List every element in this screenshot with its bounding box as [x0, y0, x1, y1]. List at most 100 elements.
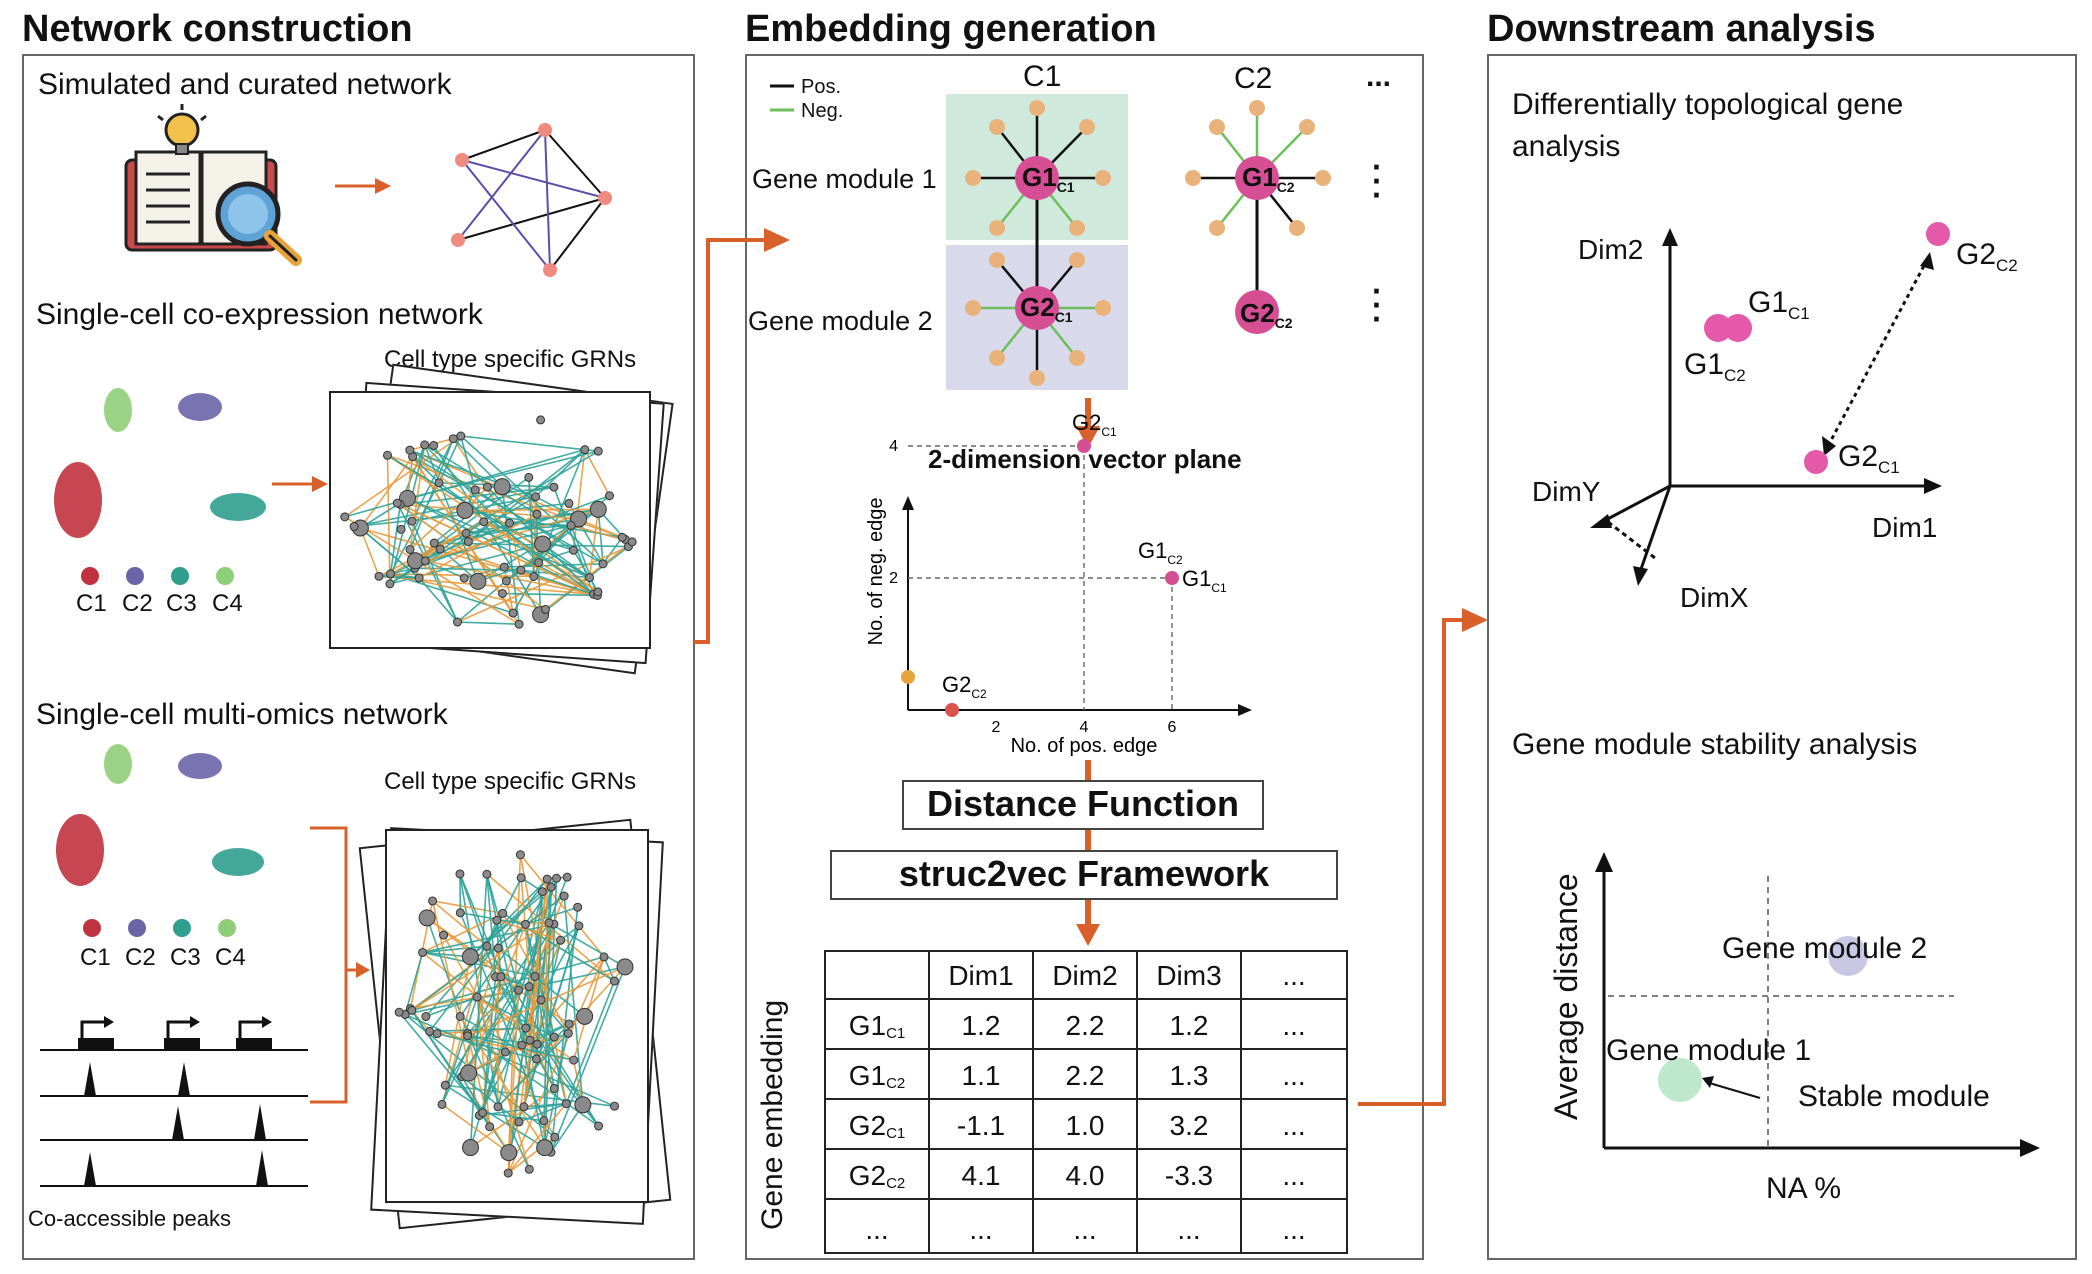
dtga-title-line1: Differentially topological gene [1512, 88, 1904, 121]
panel-network-construction [22, 54, 695, 1260]
table-header-cell: ... [1242, 952, 1346, 1000]
table-header-cell: Dim2 [1034, 952, 1138, 1000]
panel-downstream-analysis [1487, 54, 2077, 1260]
cluster-label-c2-top: C2 [122, 590, 153, 617]
table-cell: 4.0 [1034, 1150, 1138, 1200]
curated-network-label: Simulated and curated network [38, 68, 452, 101]
x-tick-label: 6 [1168, 719, 1177, 736]
panel-embedding-generation [745, 54, 1424, 1260]
table-cell: ... [1242, 1050, 1346, 1100]
hub-label-g2-c2: G2C2 [1240, 298, 1293, 332]
section-title-downstream-analysis: Downstream analysis [1487, 8, 1876, 50]
axis-label-dimx: DimX [1680, 582, 1749, 613]
grn-label-bottom: Cell type specific GRNs [384, 768, 637, 795]
book-magnifier-icon [124, 104, 302, 266]
table-cell: ... [1242, 1150, 1346, 1200]
arrow-down-to-distance [1085, 760, 1091, 782]
cluster-label-c1-bottom: C1 [80, 944, 111, 971]
peak-tracks [40, 1016, 308, 1187]
table-cell: ... [1242, 1000, 1346, 1050]
multiomics-network-label: Single-cell multi-omics network [36, 698, 448, 731]
table-cell: ... [1242, 1100, 1346, 1150]
axis-leaf-marker [901, 670, 915, 684]
section-title-network-construction: Network construction [22, 8, 413, 50]
grn-nodes [340, 415, 637, 629]
y-tick-label: 2 [889, 570, 898, 587]
umap-clusters-bottom [56, 744, 264, 886]
table-cell: 2.2 [1034, 1000, 1138, 1050]
table-header-cell [826, 952, 930, 1000]
gene-module-1-label: Gene module 1 [752, 164, 937, 194]
cluster-label-c1-top: C1 [76, 590, 107, 617]
cluster-label-c2-bottom: C2 [125, 944, 156, 971]
column-label-c1: C1 [1023, 60, 1062, 93]
stable-module-label: Stable module [1798, 1080, 1990, 1113]
hub-c2-g1 [1235, 156, 1279, 200]
bracket-arrow-multiomics [310, 826, 370, 1104]
arrow-coexpression [272, 476, 328, 492]
cluster-legend-dots-bottom [83, 919, 236, 937]
table-cell: ... [1282, 1214, 1306, 1245]
table-cell: 1.2 [930, 1000, 1034, 1050]
distance-function-box: Distance Function [902, 780, 1264, 830]
stability-ylabel: Average distance [1548, 873, 1584, 1120]
gene-embedding-label: Gene embedding [756, 999, 789, 1230]
grn-nodes [394, 850, 634, 1178]
gene-module-1-point-label: Gene module 1 [1606, 1034, 1812, 1067]
cluster-legend-dots-top [81, 567, 234, 585]
vertical-ellipsis-2: · · · [1372, 273, 1383, 337]
column-more-ellipsis: ... [1366, 60, 1392, 93]
table-cell: -3.3 [1138, 1150, 1242, 1200]
3d-embedding-axes [1590, 222, 1950, 586]
table-cell: 2.2 [1034, 1050, 1138, 1100]
star-c1-g1 [965, 100, 1111, 308]
dtga-title-line2: analysis [1512, 130, 1621, 163]
arrow-down-to-struc2vec [1085, 830, 1091, 850]
axis-label-dim1: Dim1 [1872, 512, 1938, 543]
table-cell: 1.3 [1138, 1050, 1242, 1100]
embedding-table: Dim1 Dim2 Dim3... G1 C1 1.2 2.2 1.2... G1 C2 1.1 2.… [824, 950, 1348, 1254]
table-cell: ... [930, 1200, 1034, 1252]
cluster-label-c3-bottom: C3 [170, 944, 201, 971]
axis-label-dim2: Dim2 [1578, 234, 1644, 265]
arrow-curated [335, 178, 391, 194]
hub-label-g1-c2: G1C2 [1242, 162, 1295, 196]
grn-network-bottom [385, 829, 649, 1203]
x-tick-label: 2 [992, 719, 1001, 736]
vertical-ellipsis-1: · · · [1372, 149, 1383, 213]
hub-label-g2-c1: G2C1 [1020, 292, 1073, 326]
stability-plot [1595, 852, 2040, 1157]
scatter-label-g1-c1: G1C1 [1182, 566, 1227, 595]
module-star-graphs [965, 100, 1331, 386]
arrow-down-to-table [1076, 900, 1100, 946]
x-axis-label: No. of pos. edge [1011, 735, 1158, 757]
point-label-g2-c1: G2C1 [1838, 440, 1900, 477]
table-cell: 1.0 [1034, 1100, 1138, 1150]
gene-module-2-point-label: Gene module 2 [1722, 932, 1928, 965]
table-cell: -1.1 [930, 1100, 1034, 1150]
y-axis-arrow [902, 496, 914, 510]
table-header-cell: Dim3 [1138, 952, 1242, 1000]
umap-clusters-top [54, 388, 266, 538]
edge-legend [770, 84, 794, 112]
grn-network-top [329, 391, 651, 649]
table-cell: 1.1 [930, 1050, 1034, 1100]
table-row-gene: ... [826, 1200, 930, 1252]
curated-network-graph [451, 123, 612, 277]
x-axis-arrow [1238, 704, 1252, 716]
x-tick-label: 4 [1080, 719, 1089, 736]
cluster-label-c4-top: C4 [212, 590, 243, 617]
scatter-label-g1-c2: G1C2 [1138, 538, 1183, 567]
axis-label-dimy: DimY [1532, 476, 1601, 507]
hub-c2-g2 [1235, 290, 1279, 334]
struc2vec-framework-box: struc2vec Framework [830, 850, 1338, 900]
scatter-point-g2-c1 [1077, 439, 1091, 453]
coexpression-network-label: Single-cell co-expression network [36, 298, 483, 331]
cluster-label-c4-bottom: C4 [215, 944, 246, 971]
y-axis-label: No. of neg. edge [865, 497, 887, 645]
hub-c1-g1 [1015, 156, 1059, 200]
scatter-point-g1-c2 [1165, 571, 1179, 585]
point-label-g1-c2: G1C2 [1684, 348, 1746, 385]
y-tick-label: 4 [889, 438, 898, 455]
